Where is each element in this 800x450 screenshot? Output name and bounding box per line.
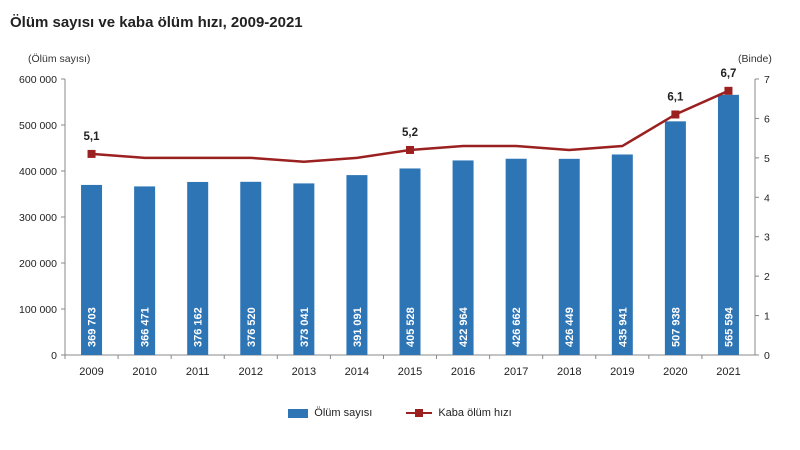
bar-value-label: 376 520 — [246, 307, 258, 347]
legend-bar-label: Ölüm sayısı — [314, 407, 373, 419]
bar-value-label: 422 964 — [458, 306, 470, 347]
bar — [664, 121, 686, 356]
right-tick-label: 4 — [764, 192, 770, 204]
left-tick-label: 200 000 — [19, 258, 57, 270]
legend-line-swatch — [406, 408, 433, 418]
right-tick-label: 0 — [764, 350, 770, 362]
line-point-label: 5,2 — [402, 127, 418, 139]
bar — [399, 168, 421, 355]
bar — [558, 158, 580, 355]
bar — [240, 181, 262, 355]
line-point-label: 6,1 — [667, 91, 684, 103]
bar-value-label: 366 471 — [140, 307, 152, 347]
bar-value-label: 405 528 — [405, 307, 417, 347]
bar — [452, 160, 474, 355]
x-tick-label: 2015 — [398, 366, 422, 378]
bar-value-label: 369 703 — [87, 307, 99, 347]
line-point-label: 6,7 — [720, 68, 736, 80]
bar — [81, 184, 103, 355]
x-tick-label: 2019 — [610, 366, 634, 378]
bar-value-label: 426 662 — [511, 307, 523, 347]
bar — [717, 94, 739, 356]
x-tick-label: 2018 — [557, 366, 581, 378]
bar — [134, 186, 156, 355]
x-tick-label: 2017 — [504, 366, 528, 378]
left-tick-label: 300 000 — [19, 212, 57, 224]
bar-value-label: 376 162 — [193, 307, 205, 347]
chart-title: Ölüm sayısı ve kaba ölüm hızı, 2009-2021 — [10, 14, 303, 31]
bar — [611, 154, 633, 355]
right-tick-label: 2 — [764, 271, 770, 283]
legend-item-line: Kaba ölüm hızı — [406, 407, 512, 419]
right-tick-label: 7 — [764, 74, 770, 86]
right-tick-label: 5 — [764, 153, 770, 165]
line-marker — [724, 86, 733, 95]
bar-value-label: 565 594 — [723, 306, 735, 347]
x-tick-label: 2011 — [186, 366, 210, 378]
bar — [505, 158, 527, 355]
bar-value-label: 391 091 — [352, 307, 364, 347]
legend-bar-swatch — [288, 408, 309, 418]
x-tick-label: 2014 — [345, 366, 369, 378]
left-tick-label: 100 000 — [19, 304, 57, 316]
line-marker — [406, 145, 414, 154]
line-point-label: 5,1 — [84, 131, 101, 143]
bar-value-label: 373 041 — [299, 307, 311, 347]
bar-value-label: 426 449 — [564, 307, 576, 347]
x-tick-label: 2021 — [716, 366, 740, 378]
bar-value-label: 435 941 — [617, 307, 629, 347]
legend-item-bar: Ölüm sayısı — [288, 407, 372, 419]
legend: Ölüm sayısı Kaba ölüm hızı — [0, 407, 800, 419]
line-marker — [87, 149, 96, 158]
left-tick-label: 400 000 — [19, 166, 57, 178]
x-tick-label: 2020 — [663, 366, 687, 378]
bar-value-label: 507 938 — [670, 307, 682, 347]
bar — [187, 181, 209, 355]
right-axis-unit-label: (Binde) — [738, 53, 772, 65]
right-tick-label: 3 — [764, 232, 770, 244]
x-tick-label: 2013 — [292, 366, 316, 378]
right-tick-label: 1 — [764, 311, 770, 323]
left-axis-unit-label: (Ölüm sayısı) — [28, 53, 91, 65]
left-tick-label: 500 000 — [19, 120, 57, 132]
left-tick-label: 0 — [51, 350, 57, 362]
left-tick-label: 600 000 — [19, 74, 57, 86]
bar — [346, 175, 368, 355]
bar — [293, 183, 315, 355]
line-marker — [671, 110, 680, 119]
legend-line-label: Kaba ölüm hızı — [438, 407, 512, 419]
x-tick-label: 2010 — [132, 366, 156, 378]
right-tick-label: 6 — [764, 113, 770, 125]
combo-chart: 0 100 000 200 000 300 000 400 000 500 000 600 … — [19, 68, 770, 378]
x-tick-label: 2009 — [79, 366, 103, 378]
x-tick-label: 2016 — [451, 366, 475, 378]
x-tick-label: 2012 — [239, 366, 263, 378]
